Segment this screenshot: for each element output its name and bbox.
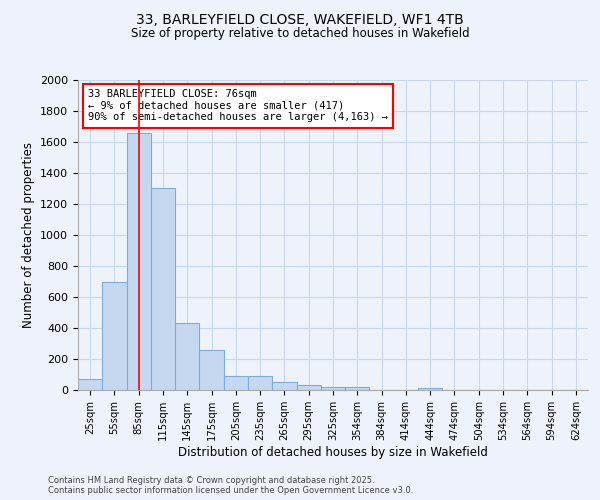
Bar bbox=[345, 387, 370, 390]
Bar bbox=[248, 376, 272, 390]
Text: 33, BARLEYFIELD CLOSE, WAKEFIELD, WF1 4TB: 33, BARLEYFIELD CLOSE, WAKEFIELD, WF1 4T… bbox=[136, 12, 464, 26]
Bar bbox=[224, 376, 248, 390]
Bar bbox=[175, 322, 199, 390]
Bar bbox=[272, 382, 296, 390]
Text: Contains HM Land Registry data © Crown copyright and database right 2025.
Contai: Contains HM Land Registry data © Crown c… bbox=[48, 476, 413, 495]
Bar bbox=[321, 387, 345, 390]
Bar bbox=[78, 379, 102, 390]
Text: Size of property relative to detached houses in Wakefield: Size of property relative to detached ho… bbox=[131, 28, 469, 40]
Bar bbox=[296, 384, 321, 390]
Bar bbox=[127, 134, 151, 390]
Y-axis label: Number of detached properties: Number of detached properties bbox=[22, 142, 35, 328]
Bar bbox=[418, 388, 442, 390]
X-axis label: Distribution of detached houses by size in Wakefield: Distribution of detached houses by size … bbox=[178, 446, 488, 458]
Text: 33 BARLEYFIELD CLOSE: 76sqm
← 9% of detached houses are smaller (417)
90% of sem: 33 BARLEYFIELD CLOSE: 76sqm ← 9% of deta… bbox=[88, 90, 388, 122]
Bar bbox=[199, 350, 224, 390]
Bar bbox=[102, 282, 127, 390]
Bar bbox=[151, 188, 175, 390]
